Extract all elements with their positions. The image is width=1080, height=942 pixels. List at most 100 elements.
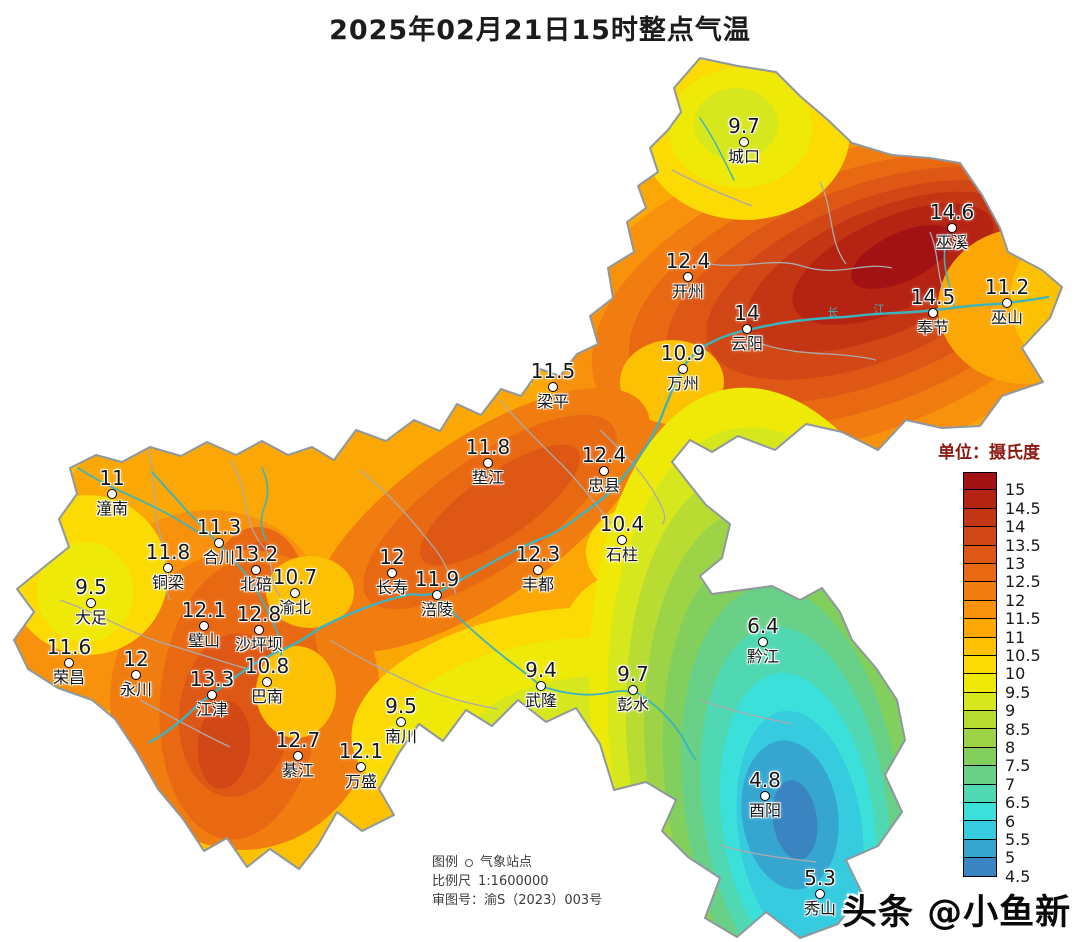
colorbar-cell (963, 821, 997, 840)
station-dot-icon (64, 658, 74, 668)
colorbar-cell (963, 766, 997, 785)
station-dot-icon (207, 690, 217, 700)
watermark: 头条 @小鱼新闻 (842, 893, 1072, 933)
station-temperature: 11.2 (984, 275, 1030, 299)
colorbar-cell (963, 747, 997, 767)
station-temperature: 12.3 (515, 542, 561, 566)
station-dot-icon (683, 272, 693, 282)
colorbar-tick-label: 7 (1005, 774, 1016, 794)
station-temperature: 12.1 (181, 598, 227, 622)
station-temperature: 12.8 (236, 602, 282, 626)
legend-station-label: 气象站点 (480, 855, 533, 870)
station-name: 万盛 (344, 772, 377, 791)
station-marker-icon (465, 858, 474, 867)
station-dot-icon (617, 535, 627, 545)
station-name: 开州 (671, 282, 704, 301)
station-name: 綦江 (281, 761, 314, 780)
station-name: 巴南 (250, 687, 283, 706)
colorbar-tick-label: 15 (1005, 480, 1026, 500)
station-name: 长寿 (375, 578, 408, 597)
station-temperature: 9.7 (728, 114, 760, 138)
colorbar-tick-label: 8.5 (1005, 719, 1031, 739)
station-dot-icon (214, 538, 224, 548)
station-temperature: 14.6 (929, 200, 975, 224)
station-name: 云阳 (730, 334, 763, 353)
station-name: 黔江 (746, 647, 779, 666)
station-dot-icon (251, 565, 261, 575)
river-name-label: 长 (827, 306, 841, 319)
colorbar-tick-label: 9 (1005, 701, 1016, 721)
station-name: 璧山 (187, 631, 220, 650)
station-temperature: 12.4 (665, 249, 711, 273)
station-name: 梁平 (536, 392, 569, 411)
station-dot-icon (760, 791, 770, 801)
colorbar-cell (963, 784, 997, 804)
colorbar-tick-label: 9.5 (1005, 682, 1031, 702)
colorbar-cell (963, 545, 997, 564)
station-temperature: 9.7 (617, 662, 649, 686)
station-temperature: 11.8 (465, 435, 511, 459)
station-dot-icon (432, 590, 442, 600)
scale-value: 1:1600000 (478, 874, 549, 889)
station-name: 沙坪坝 (234, 635, 283, 654)
colorbar-tick-label: 14 (1005, 517, 1026, 537)
colorbar-cell (963, 858, 997, 877)
station-name: 南川 (384, 727, 417, 746)
station-dot-icon (163, 563, 173, 573)
station-dot-icon (742, 324, 752, 334)
colorbar-cell (963, 508, 997, 528)
station-dot-icon (396, 717, 406, 727)
colorbar-cell (963, 655, 997, 675)
chongqing-outline (13, 57, 1063, 939)
station-temperature: 14 (734, 301, 760, 325)
station-name: 彭水 (616, 695, 649, 714)
station-name: 渝北 (278, 598, 311, 617)
station-temperature: 12.4 (581, 443, 627, 467)
station-dot-icon (678, 364, 688, 374)
colorbar-cell (963, 674, 997, 693)
station-temperature: 11.3 (196, 515, 242, 539)
colorbar-cell (963, 803, 997, 822)
station-dot-icon (928, 308, 938, 318)
colorbar-tick-label: 11 (1005, 627, 1026, 647)
station-temperature: 11.5 (530, 359, 576, 383)
station-temperature: 10.4 (599, 512, 645, 536)
colorbar-tick-label: 10 (1005, 664, 1026, 684)
colorbar-cell (963, 472, 997, 491)
station-dot-icon (947, 223, 957, 233)
station-temperature: 12.7 (275, 728, 321, 752)
rivers (77, 117, 1050, 761)
colorbar-cell (963, 729, 997, 748)
station-name: 江津 (195, 700, 228, 719)
station-name: 垫江 (471, 468, 504, 487)
colorbar-cell (963, 582, 997, 601)
station-name: 永川 (119, 680, 152, 699)
station-name: 奉节 (916, 318, 949, 337)
station-temperature: 9.5 (75, 575, 107, 599)
colorbar-cell (963, 600, 997, 620)
station-dot-icon (262, 677, 272, 687)
legend-approval-row: 审图号：渝S（2023）003号 (432, 891, 602, 910)
station-name: 荣昌 (52, 668, 85, 687)
legend-station-row: 图例 气象站点 (432, 853, 602, 872)
station-temperature: 4.8 (749, 768, 781, 792)
station-name: 巫溪 (935, 233, 968, 252)
station-name: 石柱 (605, 545, 638, 564)
colorbar-tick-label: 11.5 (1005, 609, 1041, 629)
district-boundaries (59, 169, 949, 863)
legend-scale-row: 比例尺 1:1600000 (432, 872, 602, 891)
station-dot-icon (533, 565, 543, 575)
station-name: 北碚 (239, 575, 272, 594)
station-temperature: 9.4 (525, 658, 557, 682)
station-dot-icon (548, 382, 558, 392)
station-temperature: 11 (99, 466, 125, 490)
station-temperature: 10.7 (272, 565, 318, 589)
station-dot-icon (387, 568, 397, 578)
colorbar-tick-label: 12.5 (1005, 572, 1041, 592)
station-temperature: 10.8 (244, 654, 290, 678)
station-name: 城口 (727, 147, 760, 166)
station-temperature: 5.3 (804, 866, 836, 890)
station-temperature: 10.9 (660, 341, 706, 365)
station-temperature: 11.9 (414, 567, 460, 591)
